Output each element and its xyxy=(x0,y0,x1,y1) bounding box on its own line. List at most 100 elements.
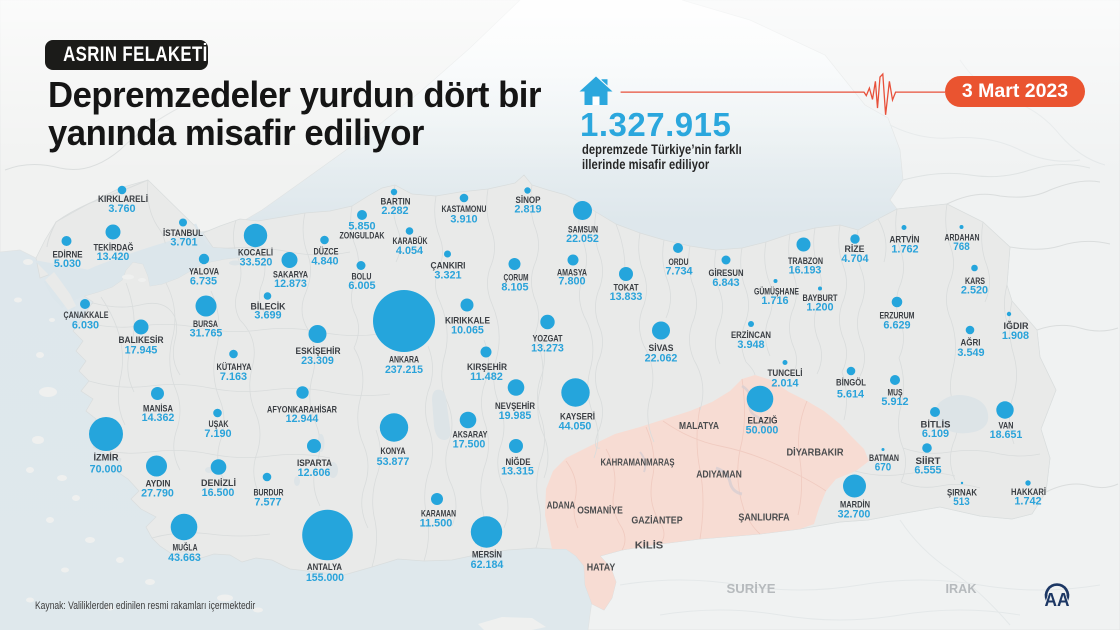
svg-text:IĞDIR: IĞDIR xyxy=(1004,320,1029,331)
svg-text:62.184: 62.184 xyxy=(471,559,504,571)
svg-text:32.700: 32.700 xyxy=(838,509,871,521)
svg-text:EDİRNE: EDİRNE xyxy=(53,249,83,259)
svg-text:DÜZCE: DÜZCE xyxy=(314,246,339,256)
svg-text:KIRIKKALE: KIRIKKALE xyxy=(445,315,490,325)
svg-text:53.877: 53.877 xyxy=(377,456,410,468)
svg-text:12.606: 12.606 xyxy=(298,467,331,479)
svg-text:AKSARAY: AKSARAY xyxy=(453,429,488,439)
svg-text:ESKİŞEHİR: ESKİŞEHİR xyxy=(296,346,341,356)
svg-text:5.850: 5.850 xyxy=(348,221,375,233)
svg-text:TEKİRDAĞ: TEKİRDAĞ xyxy=(94,241,134,252)
svg-text:16.193: 16.193 xyxy=(789,265,822,277)
svg-text:BİLECİK: BİLECİK xyxy=(251,301,286,311)
svg-text:KAHRAMANMARAŞ: KAHRAMANMARAŞ xyxy=(600,458,674,469)
svg-text:1.200: 1.200 xyxy=(806,302,833,314)
svg-text:3.701: 3.701 xyxy=(170,237,197,249)
svg-text:6.005: 6.005 xyxy=(348,280,375,292)
svg-text:8.105: 8.105 xyxy=(501,282,528,294)
svg-text:ADIYAMAN: ADIYAMAN xyxy=(696,470,742,481)
svg-text:BAYBURT: BAYBURT xyxy=(803,293,838,303)
svg-text:HATAY: HATAY xyxy=(587,563,616,574)
svg-text:768: 768 xyxy=(953,241,969,253)
svg-text:11.500: 11.500 xyxy=(420,518,453,530)
svg-text:KIRŞEHİR: KIRŞEHİR xyxy=(467,362,507,372)
svg-text:17.945: 17.945 xyxy=(125,345,158,357)
svg-text:BARTIN: BARTIN xyxy=(381,196,411,206)
svg-text:ISPARTA: ISPARTA xyxy=(297,458,332,468)
svg-text:SİİRT: SİİRT xyxy=(916,456,941,466)
svg-text:BURSA: BURSA xyxy=(193,319,218,329)
svg-text:22.062: 22.062 xyxy=(645,353,678,365)
svg-text:2.282: 2.282 xyxy=(381,205,408,217)
svg-text:ADANA: ADANA xyxy=(547,501,576,512)
svg-text:MALATYA: MALATYA xyxy=(679,421,719,432)
svg-text:4.054: 4.054 xyxy=(396,245,424,257)
svg-text:5.614: 5.614 xyxy=(837,389,865,401)
svg-text:AMASYA: AMASYA xyxy=(557,267,587,277)
svg-text:KONYA: KONYA xyxy=(381,446,406,456)
svg-text:SURİYE: SURİYE xyxy=(727,581,776,596)
svg-text:MUĞLA: MUĞLA xyxy=(173,541,198,552)
svg-text:SAMSUN: SAMSUN xyxy=(568,224,598,234)
svg-text:İSTANBUL: İSTANBUL xyxy=(163,228,203,238)
svg-text:3.321: 3.321 xyxy=(434,270,461,282)
svg-text:KOCAELİ: KOCAELİ xyxy=(238,247,273,257)
svg-text:KARAMAN: KARAMAN xyxy=(421,508,456,518)
svg-text:GÜMÜŞHANE: GÜMÜŞHANE xyxy=(754,286,799,296)
svg-text:1.742: 1.742 xyxy=(1014,496,1041,508)
svg-text:3.699: 3.699 xyxy=(254,310,281,322)
svg-text:OSMANİYE: OSMANİYE xyxy=(577,504,623,517)
svg-text:YOZGAT: YOZGAT xyxy=(533,333,563,343)
svg-text:2.819: 2.819 xyxy=(514,204,541,216)
svg-text:13.273: 13.273 xyxy=(531,343,564,355)
svg-text:7.800: 7.800 xyxy=(558,276,585,288)
svg-text:KİLİS: KİLİS xyxy=(635,539,664,552)
svg-text:27.790: 27.790 xyxy=(141,488,174,500)
svg-text:İZMİR: İZMİR xyxy=(94,452,119,462)
svg-text:AA: AA xyxy=(1045,590,1070,610)
svg-text:4.704: 4.704 xyxy=(841,253,869,265)
svg-text:BATMAN: BATMAN xyxy=(869,453,899,463)
svg-text:670: 670 xyxy=(875,462,891,474)
svg-text:5.912: 5.912 xyxy=(881,396,908,408)
svg-text:ARTVİN: ARTVİN xyxy=(890,234,920,244)
svg-text:3.948: 3.948 xyxy=(737,339,764,351)
svg-text:KÜTAHYA: KÜTAHYA xyxy=(217,362,252,372)
svg-text:KARS: KARS xyxy=(965,276,985,286)
svg-text:33.520: 33.520 xyxy=(240,257,273,269)
svg-text:7.734: 7.734 xyxy=(665,266,693,278)
svg-text:ÇANAKKALE: ÇANAKKALE xyxy=(64,310,109,320)
svg-text:TOKAT: TOKAT xyxy=(614,282,639,292)
svg-text:HAKKARİ: HAKKARİ xyxy=(1011,487,1046,497)
svg-text:3.549: 3.549 xyxy=(957,347,984,359)
svg-text:3.760: 3.760 xyxy=(108,203,135,215)
svg-text:SAKARYA: SAKARYA xyxy=(273,269,308,279)
svg-text:AFYONKARAHİSAR: AFYONKARAHİSAR xyxy=(267,404,337,414)
svg-text:ZONGULDAK: ZONGULDAK xyxy=(340,230,385,240)
svg-text:GAZİANTEP: GAZİANTEP xyxy=(631,514,682,527)
svg-text:13.833: 13.833 xyxy=(610,291,643,303)
svg-text:ÇORUM: ÇORUM xyxy=(504,272,529,282)
svg-text:ANKARA: ANKARA xyxy=(389,354,419,364)
svg-text:11.482: 11.482 xyxy=(470,371,503,383)
svg-text:7.163: 7.163 xyxy=(220,371,247,383)
svg-text:NEVŞEHİR: NEVŞEHİR xyxy=(495,401,535,411)
svg-text:BURDUR: BURDUR xyxy=(254,487,284,497)
svg-text:6.629: 6.629 xyxy=(883,320,910,332)
svg-text:1.716: 1.716 xyxy=(761,295,788,307)
svg-text:ELAZIĞ: ELAZIĞ xyxy=(748,414,778,425)
svg-text:KASTAMONU: KASTAMONU xyxy=(442,204,487,214)
svg-text:4.840: 4.840 xyxy=(311,256,338,268)
svg-text:DENİZLİ: DENİZLİ xyxy=(201,478,236,488)
svg-text:17.500: 17.500 xyxy=(453,439,486,451)
svg-text:6.109: 6.109 xyxy=(922,428,949,440)
svg-text:155.000: 155.000 xyxy=(306,572,344,584)
svg-text:ŞIRNAK: ŞIRNAK xyxy=(947,487,977,497)
svg-text:22.052: 22.052 xyxy=(566,233,599,245)
svg-text:ANTALYA: ANTALYA xyxy=(307,562,342,572)
svg-text:AĞRI: AĞRI xyxy=(961,336,981,347)
svg-text:1.762: 1.762 xyxy=(891,244,918,256)
svg-text:TRABZON: TRABZON xyxy=(788,256,823,266)
svg-text:TUNCELİ: TUNCELİ xyxy=(768,368,803,378)
svg-text:31.765: 31.765 xyxy=(190,328,223,340)
